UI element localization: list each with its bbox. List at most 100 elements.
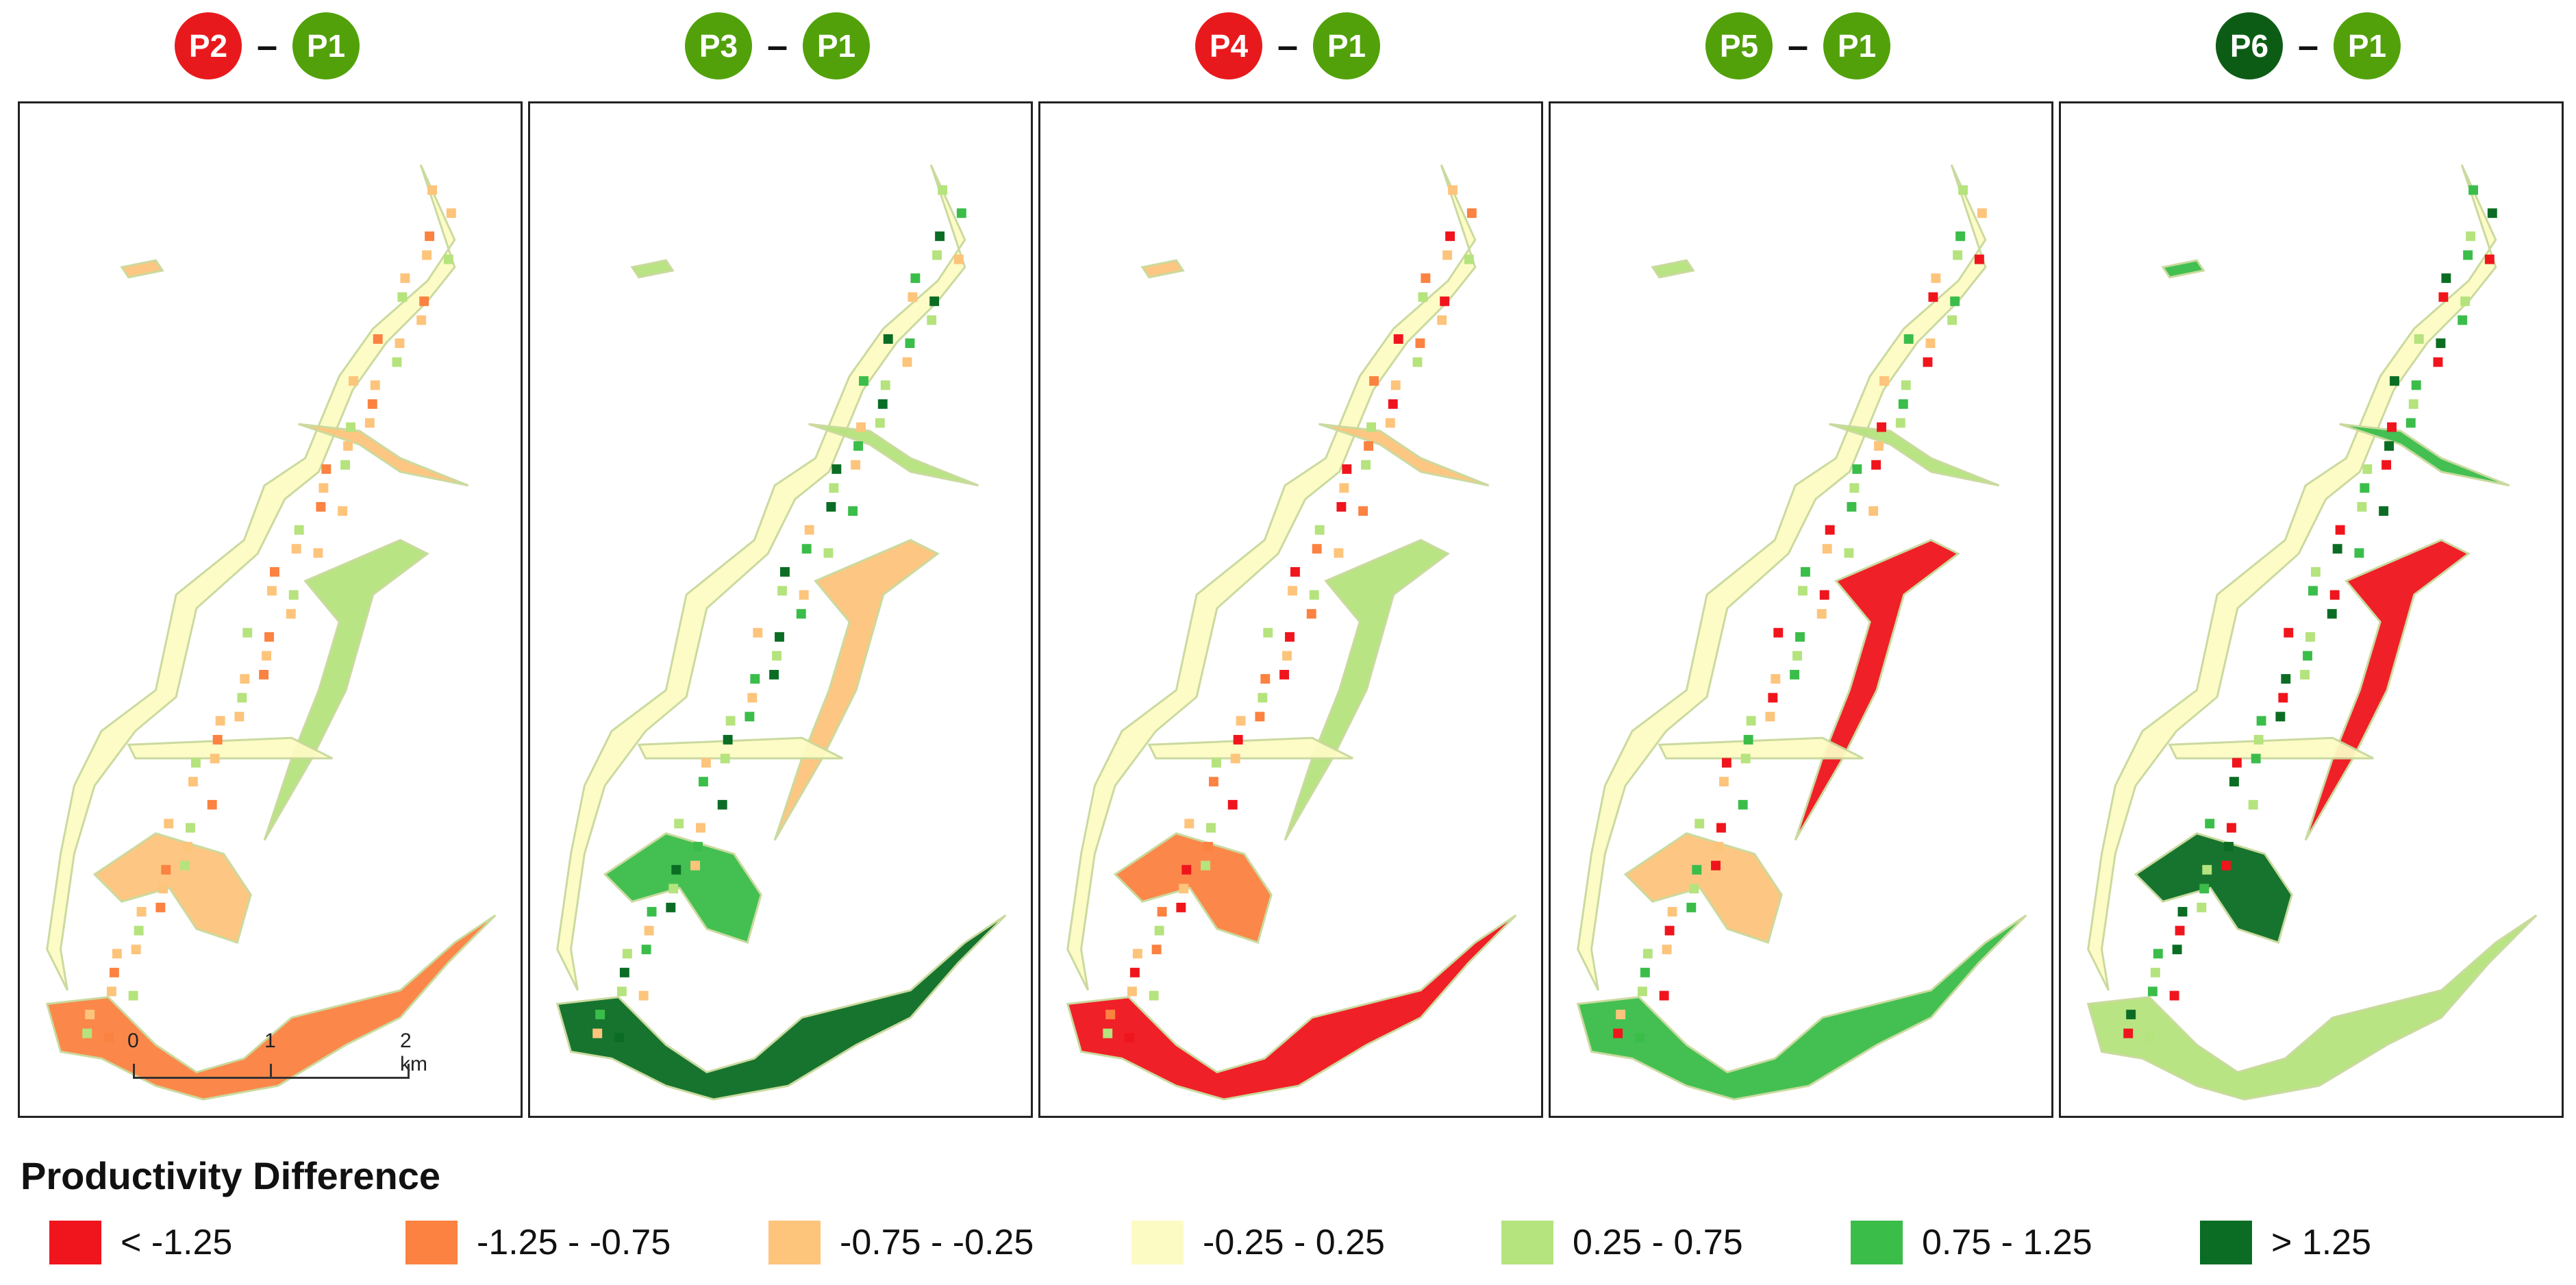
map-cell: [641, 945, 651, 955]
map-cell: [1306, 609, 1316, 619]
map-cell: [1288, 586, 1297, 596]
map-cell: [1418, 292, 1428, 302]
map-cell: [745, 712, 755, 722]
map-cell: [1822, 544, 1832, 554]
map-cell: [674, 819, 684, 829]
map-region: [263, 538, 429, 841]
map-cell: [638, 990, 649, 1001]
map-cell: [1768, 693, 1778, 703]
map-cell: [848, 506, 858, 516]
map-cell: [1642, 949, 1653, 959]
map-cell: [801, 544, 812, 554]
map-cell: [1689, 884, 1699, 894]
map-cell: [1233, 734, 1243, 745]
map-cell: [291, 544, 301, 554]
map-cell: [927, 315, 937, 325]
map-cell: [400, 273, 410, 284]
map-cell: [753, 627, 763, 638]
period-badge-right: P1: [1823, 12, 1891, 79]
map-cell: [910, 273, 921, 284]
map-cell: [666, 902, 676, 912]
map-cell: [416, 315, 427, 325]
map-region: [2168, 736, 2374, 760]
legend-label: 0.25 - 0.75: [1573, 1223, 1743, 1262]
map-region: [808, 423, 979, 487]
map-cell: [373, 334, 383, 344]
map-cell: [1342, 464, 1352, 474]
map-cell: [1255, 712, 1265, 722]
map-cell: [2387, 422, 2397, 432]
map-cell: [237, 693, 247, 703]
map-cell: [2229, 777, 2239, 787]
legend-label: -0.25 - 0.25: [1203, 1223, 1385, 1262]
map-cell: [938, 185, 948, 195]
period-badge-right: P1: [803, 12, 871, 79]
map-cell: [1154, 925, 1164, 936]
map-cell: [1208, 777, 1218, 787]
map-cell: [2433, 357, 2443, 367]
map-cell: [1421, 273, 1431, 284]
map-cell: [1947, 315, 1958, 325]
map-cell: [183, 842, 192, 852]
map-cell: [294, 525, 304, 535]
map-region: [773, 538, 940, 841]
map-cell: [234, 712, 245, 722]
map-cell: [443, 254, 453, 264]
legend-item: -0.25 - 0.25: [1131, 1221, 1385, 1264]
map-cell: [188, 777, 198, 787]
map-cell: [1790, 669, 1800, 679]
map-cell: [1743, 734, 1753, 745]
legend-label: -0.75 - -0.25: [840, 1223, 1034, 1262]
map-cell: [262, 651, 271, 661]
legend-swatch: [2200, 1221, 2252, 1264]
map-cell: [851, 460, 861, 470]
map-panel-5: [2059, 101, 2564, 1118]
map-cell: [136, 907, 147, 917]
map-cell: [367, 399, 377, 409]
map-cell: [419, 296, 429, 306]
map-cell: [2408, 399, 2418, 409]
map-cell: [1415, 338, 1425, 349]
legend-item: -0.75 - -0.25: [768, 1221, 1034, 1264]
map-region: [2086, 914, 2538, 1101]
map-cell: [2126, 1010, 2136, 1020]
period-badge-right: P1: [292, 12, 360, 79]
map-cell: [2221, 860, 2231, 871]
map-region: [120, 259, 164, 279]
legend-swatch: [1131, 1221, 1184, 1264]
map-cell: [1765, 712, 1775, 722]
map-cell: [859, 376, 868, 386]
map-cell: [616, 986, 627, 997]
map-cell: [1366, 422, 1376, 432]
map-cell: [717, 799, 727, 810]
map-cell: [321, 464, 332, 474]
map-region: [2161, 259, 2205, 279]
period-badge-left: P3: [684, 12, 752, 79]
period-badge-left: P2: [174, 12, 242, 79]
map-cell: [644, 925, 654, 936]
map-cell: [1868, 506, 1879, 516]
map-cell: [1203, 842, 1213, 852]
map-cell: [1659, 990, 1669, 1001]
map-cell: [750, 674, 760, 684]
map-cell: [1895, 418, 1905, 428]
map-cell: [1931, 273, 1941, 284]
map-cell: [422, 250, 432, 260]
map-cell: [1132, 949, 1142, 959]
map-cell: [883, 334, 893, 344]
map-cell: [671, 864, 681, 875]
map-cell: [134, 925, 144, 936]
panel-header-2: P3 – P1: [613, 8, 942, 84]
map-cell: [1279, 669, 1290, 679]
map-cell: [1364, 441, 1374, 451]
map-region: [1140, 259, 1185, 279]
map-cell: [1358, 506, 1368, 516]
scale-tick: [408, 1064, 410, 1079]
map-cell: [186, 823, 195, 833]
map-cell: [270, 566, 279, 577]
map-cell: [1388, 399, 1398, 409]
map-cell: [2308, 586, 2318, 596]
map-cell: [1686, 902, 1697, 912]
map-cell: [313, 548, 323, 558]
legend-label: -1.25 - -0.75: [477, 1223, 671, 1262]
